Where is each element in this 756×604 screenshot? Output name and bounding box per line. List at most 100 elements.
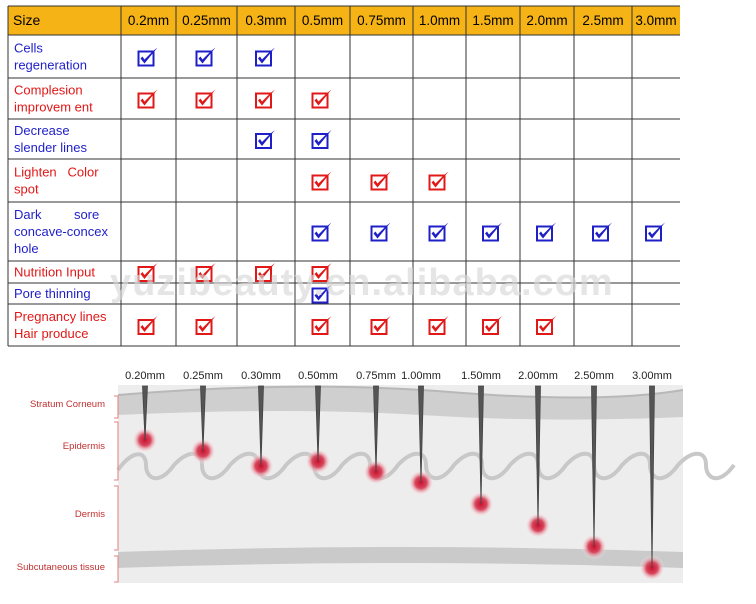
layer-bracket: [114, 485, 119, 551]
row-label: Pore thinning: [14, 286, 91, 301]
check-box: [311, 266, 329, 282]
check-mark: [314, 89, 332, 106]
check-mark: [485, 316, 502, 332]
check-box: [137, 319, 155, 335]
check-mark: [648, 222, 665, 239]
layer-bracket: [114, 555, 119, 583]
check-icon: [255, 263, 275, 282]
check-box: [428, 319, 446, 335]
header-size-2-0mm: 2.0mm: [526, 13, 567, 28]
check-icon: [370, 316, 391, 335]
needle: [591, 385, 597, 547]
check-mark: [198, 263, 216, 279]
check-box: [482, 319, 499, 335]
check-icon: [195, 316, 216, 335]
check-mark: [258, 130, 275, 146]
check-mark: [140, 89, 158, 106]
check-icon: [137, 47, 158, 67]
check-box: [428, 225, 446, 242]
check-box: [311, 287, 329, 304]
row-label: Pregnancy lines: [14, 309, 107, 324]
row-label: Dark sore: [14, 207, 99, 222]
check-icon: [645, 222, 665, 242]
check-box: [311, 133, 329, 149]
needle-depth-label: 0.25mm: [183, 370, 223, 382]
check-icon: [536, 222, 556, 242]
check-box: [255, 133, 272, 149]
row-label: slender lines: [14, 140, 87, 155]
check-box: [255, 266, 272, 282]
needle-depth-label: 2.00mm: [518, 370, 558, 382]
check-mark: [485, 222, 502, 239]
layer-label: Subcutaneous tissue: [17, 562, 105, 573]
check-box: [370, 319, 388, 335]
check-icon: [428, 222, 449, 242]
check-mark: [539, 222, 556, 239]
layer-label: Stratum Corneum: [30, 399, 105, 410]
check-mark: [258, 89, 275, 106]
surface-line: [117, 385, 684, 399]
check-mark: [198, 89, 216, 106]
check-mark: [140, 263, 158, 279]
check-mark: [431, 171, 449, 188]
check-box: [645, 225, 662, 242]
needle-depth-label: 1.50mm: [461, 370, 501, 382]
check-mark: [258, 263, 275, 279]
check-icon: [482, 222, 502, 242]
header-size-0-75mm: 0.75mm: [357, 13, 406, 28]
check-mark: [314, 316, 332, 332]
check-icon: [311, 130, 332, 149]
needle: [258, 385, 264, 467]
check-box: [311, 174, 329, 191]
skin-depth-diagram: Stratum Corneum Epidermis Dermis Subcutaneo…: [17, 370, 736, 583]
check-box: [255, 92, 272, 109]
needle: [373, 385, 379, 473]
check-mark: [140, 316, 158, 332]
check-box: [311, 92, 329, 109]
check-box: [195, 266, 213, 282]
check-icon: [370, 171, 391, 191]
needle: [315, 385, 321, 462]
layer-label: Epidermis: [63, 441, 105, 452]
check-box: [195, 50, 213, 67]
check-mark: [314, 130, 332, 146]
needle-depth-label: 2.50mm: [574, 370, 614, 382]
check-box: [592, 225, 609, 242]
check-mark: [198, 316, 216, 332]
row-label: Hair produce: [14, 326, 88, 341]
needle: [649, 385, 655, 569]
check-mark: [373, 171, 391, 188]
check-icon: [370, 222, 391, 242]
check-box: [311, 225, 329, 242]
row-label: Complesion: [14, 83, 83, 98]
check-icon: [592, 222, 612, 242]
header-size-0-5mm: 0.5mm: [302, 13, 343, 28]
check-mark: [373, 316, 391, 332]
check-icon: [255, 130, 275, 149]
check-box: [255, 50, 272, 67]
check-mark: [539, 316, 556, 332]
needle-depth-label: 0.30mm: [241, 370, 281, 382]
check-mark: [431, 316, 449, 332]
header-size-label: Size: [13, 12, 40, 28]
header-size-1-5mm: 1.5mm: [472, 13, 513, 28]
check-box: [311, 319, 329, 335]
needle: [142, 385, 148, 441]
check-icon: [311, 222, 332, 242]
needle-depth-label: 0.75mm: [356, 370, 396, 382]
header-size-0-2mm: 0.2mm: [128, 13, 169, 28]
check-icon: [195, 263, 216, 282]
check-icon: [311, 284, 332, 304]
check-mark: [595, 222, 612, 239]
needle-depth-label: 3.00mm: [632, 370, 672, 382]
needle-depth-label: 0.50mm: [298, 370, 338, 382]
header-size-2-5mm: 2.5mm: [582, 13, 623, 28]
check-icon: [428, 171, 449, 191]
row-label: regeneration: [14, 58, 87, 73]
layer-bracket: [114, 395, 119, 419]
check-box: [428, 174, 446, 191]
check-icon: [255, 47, 275, 67]
check-icon: [137, 89, 158, 109]
check-mark: [258, 47, 275, 64]
layer-bracket: [114, 421, 119, 481]
